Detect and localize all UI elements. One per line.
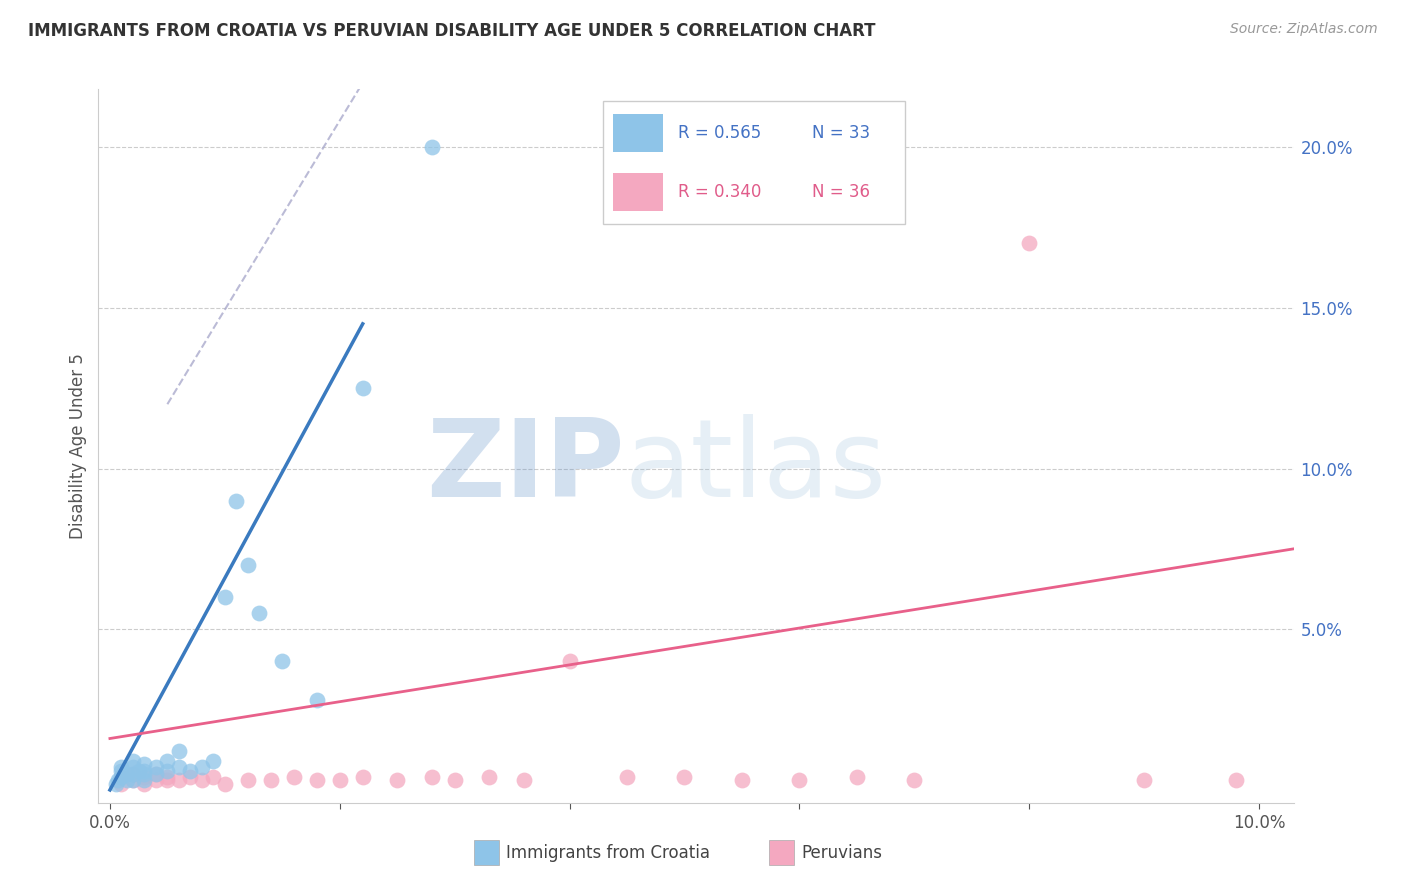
Point [110,776,132,790]
Point [558,654,581,668]
Y-axis label: Disability Age Under 5: Disability Age Under 5 [69,353,87,539]
Text: ZIP: ZIP [426,415,624,520]
Text: N = 36: N = 36 [811,183,870,201]
Text: Peruvians: Peruvians [801,844,883,862]
Point [225,493,247,508]
Point [191,760,214,774]
Point [156,764,179,778]
Point [156,754,179,768]
Point [420,140,443,154]
Text: N = 33: N = 33 [811,124,870,142]
Point [115,773,138,788]
Point [122,773,145,788]
Point [352,770,374,784]
Point [903,773,925,788]
Point [283,770,305,784]
Point [110,770,132,784]
Text: Immigrants from Croatia: Immigrants from Croatia [506,844,710,862]
Point [191,773,214,788]
Point [202,754,225,768]
Point [104,776,127,790]
Point [673,770,696,784]
Point [145,767,167,781]
Point [512,773,534,788]
Point [134,776,156,790]
Point [134,770,156,784]
Point [731,773,754,788]
Point [214,776,236,790]
Point [122,754,145,768]
Point [122,767,145,781]
Point [202,770,225,784]
Point [145,767,167,781]
Point [145,760,167,774]
Point [115,767,138,781]
Point [179,764,201,778]
Point [1018,236,1040,251]
Text: R = 0.565: R = 0.565 [678,124,761,142]
Point [134,773,156,788]
Point [352,381,374,395]
Point [156,773,179,788]
Point [107,773,129,788]
Point [128,764,150,778]
Point [122,760,145,774]
Point [271,654,294,668]
Point [167,773,190,788]
Point [329,773,352,788]
Point [845,770,868,784]
Point [145,773,167,788]
Point [236,773,259,788]
Point [1133,773,1156,788]
Point [134,767,156,781]
FancyBboxPatch shape [613,113,662,152]
Point [1225,773,1247,788]
FancyBboxPatch shape [613,173,662,211]
Point [616,770,638,784]
Point [478,770,501,784]
Point [260,773,283,788]
Point [789,773,811,788]
Point [236,558,259,572]
Text: atlas: atlas [624,415,886,520]
Point [110,770,132,784]
Point [122,767,145,781]
Point [179,770,201,784]
Point [214,590,236,604]
Point [443,773,465,788]
Point [247,606,270,620]
Point [167,760,190,774]
Point [134,764,156,778]
Point [110,760,132,774]
Point [167,744,190,758]
Point [110,764,132,778]
Point [420,770,443,784]
Point [385,773,409,788]
Text: IMMIGRANTS FROM CROATIA VS PERUVIAN DISABILITY AGE UNDER 5 CORRELATION CHART: IMMIGRANTS FROM CROATIA VS PERUVIAN DISA… [28,22,876,40]
Point [305,693,328,707]
Point [122,773,145,788]
Point [305,773,328,788]
Text: Source: ZipAtlas.com: Source: ZipAtlas.com [1230,22,1378,37]
Point [156,770,179,784]
Point [134,757,156,772]
FancyBboxPatch shape [603,101,905,224]
Text: R = 0.340: R = 0.340 [678,183,762,201]
